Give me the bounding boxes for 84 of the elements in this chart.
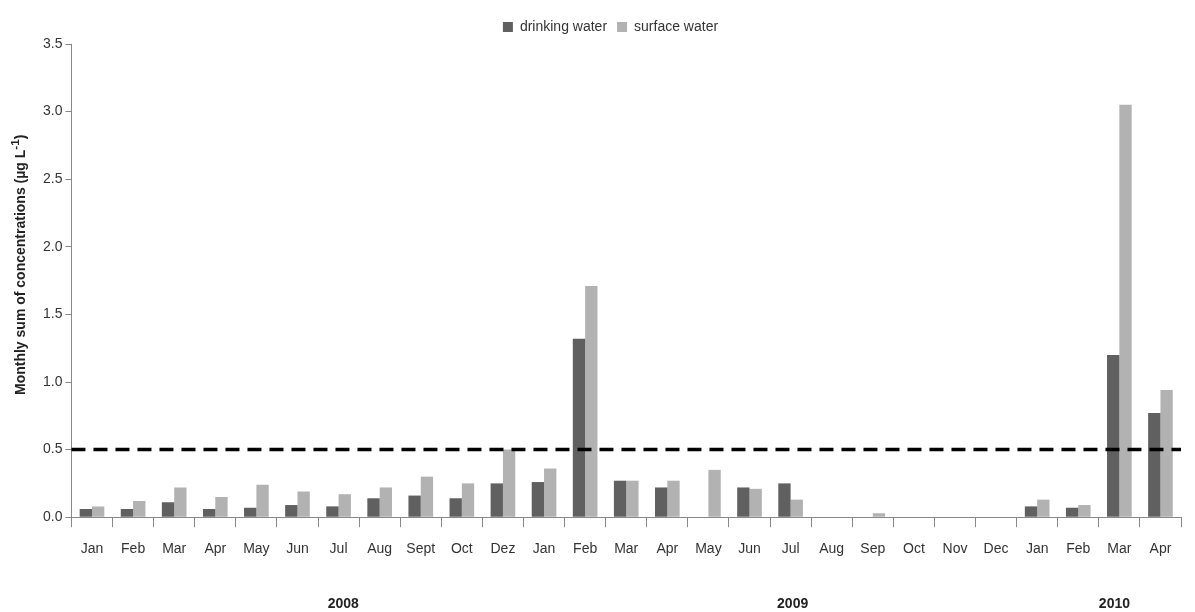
x-tick-label: May — [695, 540, 722, 557]
legend-label: surface water — [634, 17, 719, 34]
bar — [872, 513, 886, 517]
x-tick-label: Jun — [738, 540, 761, 557]
y-tick-label: 3.5 — [42, 34, 63, 51]
bar — [420, 476, 434, 517]
y-tick-label: 1.5 — [42, 305, 63, 322]
bar — [133, 500, 146, 517]
bar — [655, 487, 668, 517]
x-tick-label: Sep — [860, 540, 886, 557]
x-tick-label: Oct — [903, 540, 925, 557]
bar — [1065, 507, 1079, 517]
x-tick-label: Jan — [532, 540, 556, 557]
bar — [1037, 499, 1050, 517]
bar — [737, 487, 750, 517]
bar — [79, 509, 93, 517]
x-tick-label: Aug — [367, 540, 393, 557]
x-tick-label: May — [243, 540, 270, 557]
x-tick-label: Oct — [450, 540, 473, 557]
bar — [256, 484, 269, 517]
x-tick-label: Mar — [614, 540, 639, 557]
bar — [326, 506, 339, 517]
y-tick-label: 1.0 — [42, 372, 63, 389]
bar — [1078, 505, 1091, 517]
bar — [367, 498, 380, 517]
x-tick-label: Nov — [942, 540, 968, 557]
bar — [174, 487, 187, 517]
bar — [1148, 413, 1161, 517]
y-tick-label: 2.0 — [42, 237, 63, 254]
text: 2008 — [327, 594, 360, 611]
x-tick-label: Jun — [286, 540, 309, 557]
bar — [790, 499, 803, 517]
y-tick-label: 0.0 — [42, 508, 63, 525]
y-tick-label: 3.0 — [42, 102, 63, 119]
x-tick-label: Apr — [1149, 540, 1172, 557]
text: 2010 — [1098, 594, 1131, 611]
x-tick-label: Apr — [204, 540, 227, 557]
bar — [408, 495, 421, 517]
x-tick-label: Jan — [80, 540, 104, 557]
x-tick-label: Apr — [656, 540, 679, 557]
x-tick-label: Jul — [781, 540, 800, 557]
bar — [297, 491, 310, 517]
legend-label: drinking water — [519, 17, 608, 34]
bar — [244, 507, 257, 517]
x-tick-label: Feb — [121, 540, 146, 557]
bar — [531, 482, 545, 517]
x-tick-label: Aug — [819, 540, 845, 557]
bar — [92, 506, 105, 517]
y-tick-label: 0.5 — [42, 440, 63, 457]
bar — [778, 483, 791, 517]
bar — [749, 488, 762, 517]
text: 2009 — [777, 594, 809, 611]
bar — [202, 509, 216, 517]
x-tick-label: Jan — [1025, 540, 1049, 557]
bar — [461, 483, 475, 517]
bar — [449, 498, 462, 517]
y-tick-label: 2.5 — [42, 170, 63, 187]
bar — [161, 502, 175, 517]
bar — [667, 480, 680, 517]
bar — [572, 338, 586, 517]
x-tick-label: Dez — [490, 540, 516, 557]
x-tick-label: Mar — [1107, 540, 1132, 557]
bar — [708, 469, 721, 517]
bar — [1024, 506, 1038, 517]
bar — [490, 483, 503, 517]
x-tick-label: Sept — [406, 540, 436, 557]
bar — [215, 496, 228, 517]
x-tick-label: Feb — [1066, 540, 1091, 557]
x-tick-label: Feb — [573, 540, 598, 557]
bar — [1160, 390, 1173, 517]
x-tick-label: Jul — [329, 540, 348, 557]
bar — [585, 286, 598, 517]
bar — [626, 480, 639, 517]
bar — [120, 509, 134, 517]
bar — [613, 480, 627, 517]
bar — [379, 487, 392, 517]
bar — [1119, 104, 1132, 517]
bar — [502, 449, 516, 517]
bar — [1107, 354, 1120, 517]
x-tick-label: Mar — [162, 540, 187, 557]
bar — [338, 494, 351, 517]
bar — [285, 505, 298, 517]
bar — [544, 468, 557, 517]
x-tick-label: Dec — [983, 540, 1009, 557]
